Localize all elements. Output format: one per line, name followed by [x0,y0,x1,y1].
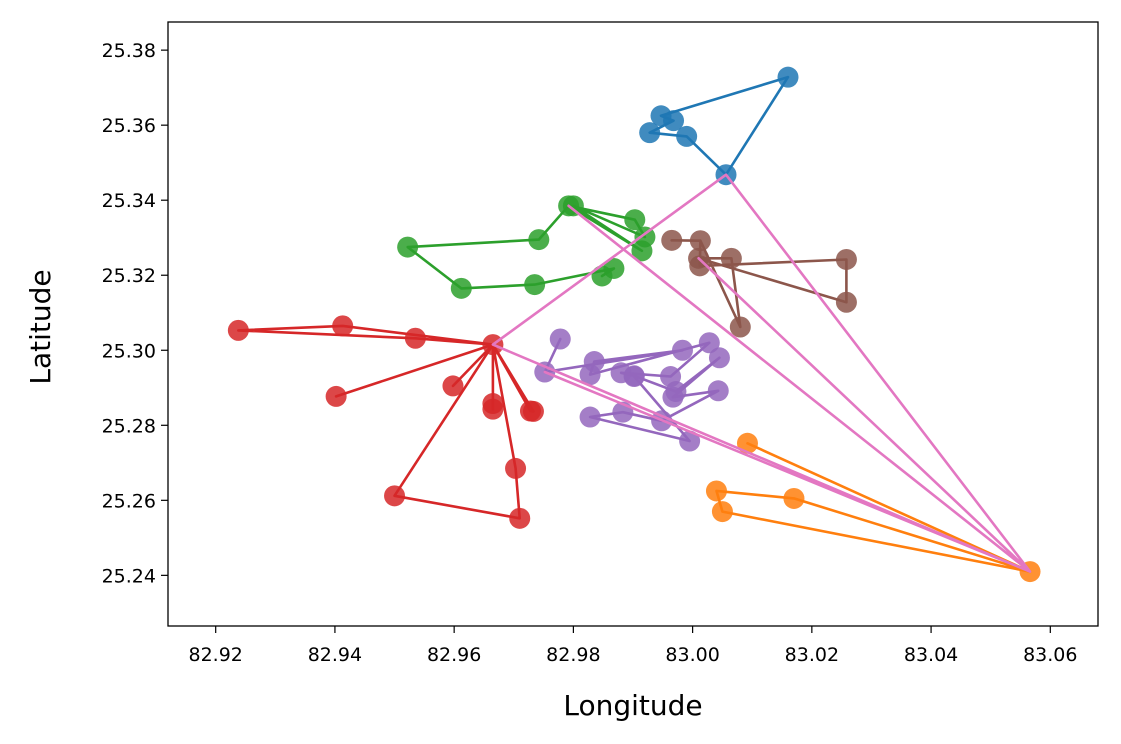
route-line-cluster-red [237,324,535,520]
y-tick-label: 25.34 [102,190,156,212]
x-tick-label: 82.94 [308,644,362,666]
x-tick-label: 83.04 [904,644,958,666]
route-line-cluster-orange [715,441,1032,573]
x-axis: 82.92 82.94 82.96 82.98 83.00 83.02 83.04 83.06 [188,626,1078,666]
series-cluster-brown [661,229,857,338]
series-cluster-green [397,195,656,299]
x-tick-label: 82.96 [427,644,481,666]
series-centroid-route-pink [491,173,1032,573]
x-tick-label: 83.02 [785,644,839,666]
x-tick-label: 83.06 [1023,644,1077,666]
series-cluster-orange [705,432,1041,583]
y-axis: 25.24 25.26 25.28 25.30 25.32 25.34 25.36 25.38 [102,40,168,587]
series-cluster-blue [639,66,799,186]
route-line-cluster-purple [543,337,721,443]
series-cluster-red [227,315,544,529]
y-axis-title: Latitude [24,269,57,384]
series-layer [227,66,1041,583]
series-cluster-purple [534,328,730,452]
y-tick-label: 25.36 [102,115,156,137]
x-tick-label: 82.98 [546,644,600,666]
route-line-cluster-blue [648,75,790,176]
y-tick-label: 25.38 [102,40,156,62]
x-axis-title: Longitude [563,689,702,722]
route-line-cluster-brown [670,239,848,329]
x-tick-label: 82.92 [188,644,242,666]
plot-area-frame [167,21,1099,627]
y-tick-label: 25.30 [102,340,156,362]
y-tick-label: 25.24 [102,565,156,587]
y-tick-label: 25.26 [102,490,156,512]
y-tick-label: 25.32 [102,265,156,287]
route-line-centroid-route-pink [491,173,1032,573]
y-tick-label: 25.28 [102,415,156,437]
x-tick-label: 83.00 [665,644,719,666]
